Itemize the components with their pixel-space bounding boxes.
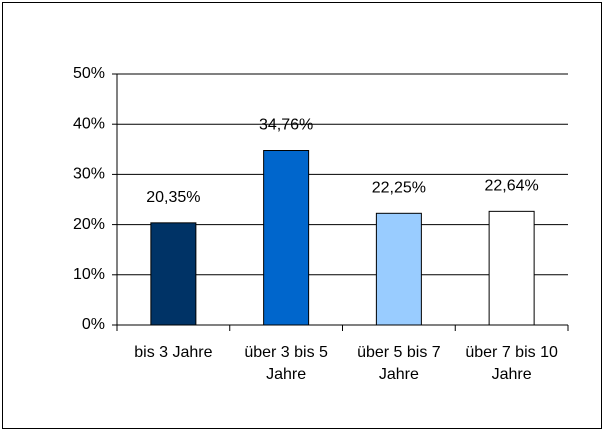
- data-label: 34,76%: [259, 117, 313, 134]
- data-label: 22,25%: [372, 180, 426, 197]
- data-label: 20,35%: [146, 189, 200, 206]
- x-tick-label: über 3 bis 5 Jahre: [244, 344, 328, 383]
- bar: [150, 222, 197, 326]
- bar: [488, 210, 535, 326]
- y-tick-label: 0%: [82, 316, 105, 333]
- bar: [375, 212, 422, 326]
- y-tick-label: 40%: [73, 115, 105, 132]
- x-tick-label: über 7 bis 10 Jahre: [465, 344, 558, 383]
- y-tick-label: 10%: [73, 266, 105, 283]
- bar: [263, 150, 310, 326]
- y-tick-label: 50%: [73, 65, 105, 82]
- y-tick-label: 30%: [73, 166, 105, 183]
- data-label: 22,64%: [484, 178, 538, 195]
- x-tick-label: über 5 bis 7 Jahre: [357, 344, 441, 383]
- y-tick-label: 20%: [73, 216, 105, 233]
- x-tick-label: bis 3 Jahre: [134, 344, 213, 361]
